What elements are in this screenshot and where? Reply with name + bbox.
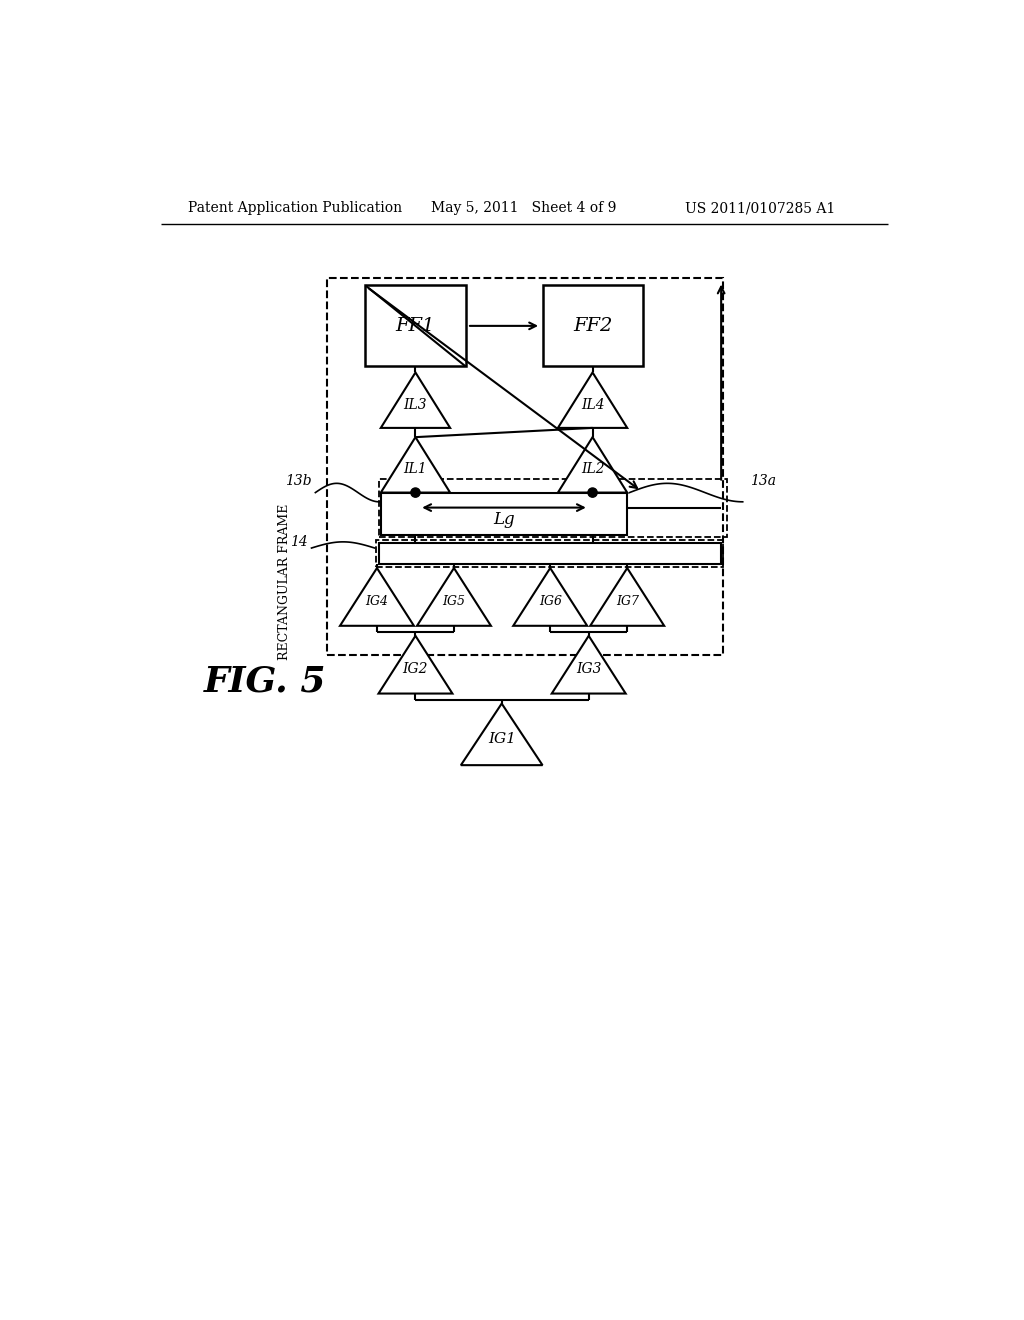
Text: IG5: IG5 — [442, 595, 466, 609]
Text: IG3: IG3 — [575, 663, 601, 676]
Polygon shape — [590, 568, 665, 626]
Text: IL4: IL4 — [581, 397, 604, 412]
Text: IL3: IL3 — [403, 397, 427, 412]
Circle shape — [588, 488, 597, 498]
Text: 13b: 13b — [285, 474, 311, 488]
Text: IG6: IG6 — [539, 595, 562, 609]
Text: 14: 14 — [290, 535, 307, 549]
Bar — [379, 479, 727, 537]
Polygon shape — [381, 372, 451, 428]
Polygon shape — [558, 437, 628, 492]
Bar — [366, 285, 466, 367]
Text: IG4: IG4 — [366, 595, 388, 609]
Text: Patent Application Publication: Patent Application Publication — [188, 202, 402, 215]
Text: IG1: IG1 — [487, 733, 516, 746]
Polygon shape — [417, 568, 490, 626]
Polygon shape — [379, 636, 453, 693]
Text: FIG. 5: FIG. 5 — [204, 665, 327, 700]
Polygon shape — [558, 372, 628, 428]
Polygon shape — [461, 704, 543, 766]
Text: IG7: IG7 — [615, 595, 639, 609]
Text: May 5, 2011   Sheet 4 of 9: May 5, 2011 Sheet 4 of 9 — [431, 202, 616, 215]
Polygon shape — [381, 437, 451, 492]
Text: IL1: IL1 — [403, 462, 427, 477]
Text: US 2011/0107285 A1: US 2011/0107285 A1 — [685, 202, 836, 215]
Circle shape — [411, 488, 420, 498]
Polygon shape — [552, 636, 626, 693]
Text: Lg: Lg — [494, 511, 515, 528]
Bar — [543, 285, 643, 367]
Text: IG2: IG2 — [402, 663, 428, 676]
Text: FF1: FF1 — [395, 317, 435, 335]
Polygon shape — [340, 568, 414, 626]
Text: 13a: 13a — [751, 474, 776, 488]
Text: RECTANGULAR FRAME: RECTANGULAR FRAME — [279, 504, 291, 660]
Bar — [381, 492, 628, 535]
Polygon shape — [513, 568, 587, 626]
Text: IL2: IL2 — [581, 462, 604, 477]
Text: FF2: FF2 — [572, 317, 612, 335]
Bar — [379, 543, 721, 564]
Bar — [376, 540, 724, 566]
Bar — [327, 277, 724, 655]
